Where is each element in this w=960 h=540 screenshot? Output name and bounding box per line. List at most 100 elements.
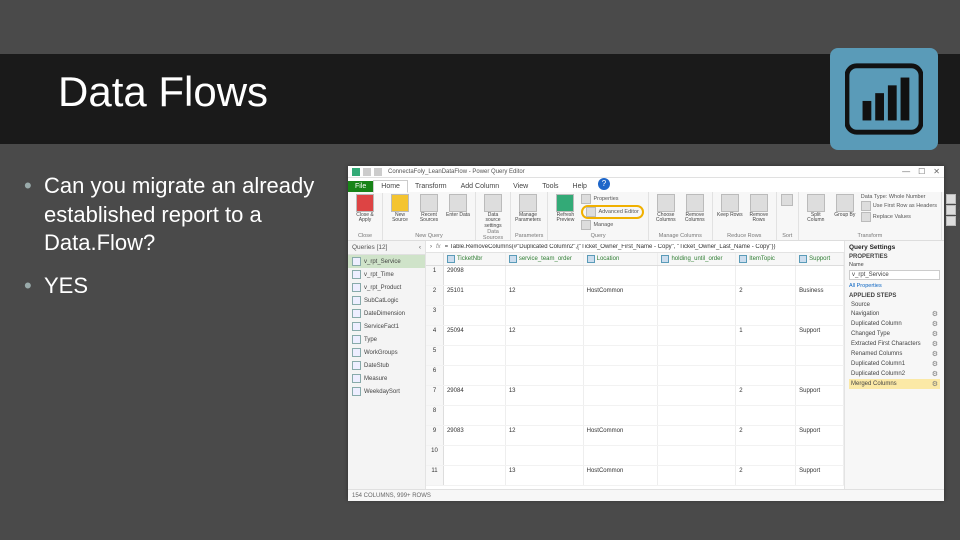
advanced-editor-button[interactable]: Advanced Editor <box>581 205 643 219</box>
quick-access-toolbar[interactable] <box>352 168 382 176</box>
tab-help[interactable]: Help <box>566 181 594 192</box>
table-row[interactable]: 8 <box>426 406 844 426</box>
applied-step[interactable]: Source <box>849 301 940 309</box>
applied-step[interactable]: Duplicated Column⚙ <box>849 319 940 329</box>
query-item[interactable]: SubCatLogic <box>348 294 425 307</box>
query-item[interactable]: ServiceFact1 <box>348 320 425 333</box>
table-row[interactable]: 10 <box>426 446 844 466</box>
merge-queries-button[interactable]: Merge Queries <box>946 194 960 204</box>
gear-icon[interactable]: ⚙ <box>932 380 938 388</box>
applied-step[interactable]: Changed Type⚙ <box>849 329 940 339</box>
column-header[interactable]: Support <box>796 253 844 265</box>
datatype-icon[interactable] <box>447 255 455 263</box>
keep-rows-button[interactable]: Keep Rows <box>717 194 743 218</box>
tab-view[interactable]: View <box>506 181 535 192</box>
new-source-button[interactable]: New Source <box>387 194 413 224</box>
datatype-icon[interactable] <box>587 255 595 263</box>
recent-sources-button[interactable]: Recent Sources <box>416 194 442 224</box>
replace-values-button[interactable]: Replace Values <box>861 212 937 222</box>
gear-icon[interactable]: ⚙ <box>932 350 938 358</box>
applied-step[interactable]: Duplicated Column1⚙ <box>849 359 940 369</box>
table-row[interactable]: 5 <box>426 346 844 366</box>
table-row[interactable]: 729084132Support <box>426 386 844 406</box>
datatype-icon[interactable] <box>799 255 807 263</box>
gear-icon[interactable]: ⚙ <box>932 310 938 318</box>
all-properties-link[interactable]: All Properties <box>849 283 940 289</box>
table-row[interactable]: 6 <box>426 366 844 386</box>
queries-panel: Queries [12] ‹ v_rpt_Servicev_rpt_Timev_r… <box>348 241 426 489</box>
applied-steps-label: APPLIED STEPS <box>849 293 940 299</box>
query-item[interactable]: v_rpt_Service <box>348 255 425 268</box>
manage-button[interactable]: Manage <box>581 220 643 230</box>
group-by-button[interactable]: Group By <box>832 194 858 218</box>
remove-rows-button[interactable]: Remove Rows <box>746 194 772 224</box>
queries-header: Queries [12] <box>352 244 387 251</box>
applied-step[interactable]: Renamed Columns⚙ <box>849 349 940 359</box>
table-row[interactable]: 129098 <box>426 266 844 286</box>
enter-data-button[interactable]: Enter Data <box>445 194 471 218</box>
redo-icon[interactable] <box>374 168 382 176</box>
choose-columns-button[interactable]: Choose Columns <box>653 194 679 224</box>
applied-step[interactable]: Navigation⚙ <box>849 309 940 319</box>
column-header[interactable]: holding_until_order <box>658 253 736 265</box>
datatype-icon[interactable] <box>661 255 669 263</box>
column-header[interactable]: ItemTopic <box>736 253 796 265</box>
formula-bar[interactable]: › fx = Table.RemoveColumns(#"Duplicated … <box>426 241 844 253</box>
query-item[interactable]: DateDimension <box>348 307 425 320</box>
append-queries-button[interactable]: Append Queries <box>946 205 960 215</box>
gear-icon[interactable]: ⚙ <box>932 340 938 348</box>
combine-files-button[interactable]: Combine Files <box>946 216 960 226</box>
table-row[interactable]: 92908312HostCommon2Support <box>426 426 844 446</box>
column-header[interactable]: Location <box>584 253 659 265</box>
table-row[interactable]: 22510112HostCommon2Business <box>426 286 844 306</box>
applied-step[interactable]: Duplicated Column2⚙ <box>849 369 940 379</box>
manage-parameters-button[interactable]: Manage Parameters <box>515 194 541 224</box>
query-item[interactable]: Type <box>348 333 425 346</box>
gear-icon[interactable]: ⚙ <box>932 360 938 368</box>
data-type-dropdown[interactable]: Data Type: Whole Number <box>861 194 937 200</box>
titlebar: ConnectaFoly_LeanDataFlow - Power Query … <box>348 166 944 178</box>
refresh-preview-button[interactable]: Refresh Preview <box>552 194 578 224</box>
sort-asc-button[interactable] <box>781 194 794 207</box>
tab-home[interactable]: Home <box>373 180 408 193</box>
query-item[interactable]: v_rpt_Product <box>348 281 425 294</box>
name-input[interactable]: v_rpt_Service <box>849 270 940 280</box>
save-icon[interactable] <box>352 168 360 176</box>
chevron-right-icon[interactable]: › <box>430 244 432 250</box>
tab-add-column[interactable]: Add Column <box>454 181 507 192</box>
datatype-icon[interactable] <box>739 255 747 263</box>
undo-icon[interactable] <box>363 168 371 176</box>
column-header[interactable]: TicketNbr <box>444 253 506 265</box>
applied-step[interactable]: Extracted First Characters⚙ <box>849 339 940 349</box>
table-row[interactable]: 1113HostCommon2Support <box>426 466 844 486</box>
help-icon[interactable]: ? <box>598 178 610 190</box>
maximize-icon[interactable]: ☐ <box>918 167 925 176</box>
close-icon[interactable]: ✕ <box>933 167 940 176</box>
gear-icon[interactable]: ⚙ <box>932 320 938 328</box>
minimize-icon[interactable]: — <box>902 167 910 176</box>
tab-tools[interactable]: Tools <box>535 181 565 192</box>
first-row-headers-button[interactable]: Use First Row as Headers <box>861 201 937 211</box>
query-item[interactable]: DateStub <box>348 359 425 372</box>
query-item[interactable]: v_rpt_Time <box>348 268 425 281</box>
query-item[interactable]: WorkGroups <box>348 346 425 359</box>
table-row[interactable]: 425094121Support <box>426 326 844 346</box>
tab-transform[interactable]: Transform <box>408 181 454 192</box>
column-header[interactable]: service_team_order <box>506 253 584 265</box>
properties-button[interactable]: Properties <box>581 194 643 204</box>
remove-columns-button[interactable]: Remove Columns <box>682 194 708 224</box>
query-item[interactable]: WeekdaySort <box>348 385 425 398</box>
data-source-settings-button[interactable]: Data source settings <box>480 194 506 229</box>
tab-file[interactable]: File <box>348 181 373 192</box>
chevron-left-icon[interactable]: ‹ <box>419 244 421 251</box>
applied-step[interactable]: Merged Columns⚙ <box>849 379 940 389</box>
gear-icon[interactable]: ⚙ <box>932 330 938 338</box>
query-item[interactable]: Measure <box>348 372 425 385</box>
gear-icon[interactable]: ⚙ <box>932 370 938 378</box>
data-grid[interactable]: TicketNbrservice_team_orderLocationholdi… <box>426 253 844 489</box>
datatype-icon[interactable] <box>509 255 517 263</box>
close-apply-button[interactable]: Close & Apply <box>352 194 378 224</box>
split-column-button[interactable]: Split Column <box>803 194 829 224</box>
fx-icon[interactable]: fx <box>436 244 441 250</box>
table-row[interactable]: 3 <box>426 306 844 326</box>
